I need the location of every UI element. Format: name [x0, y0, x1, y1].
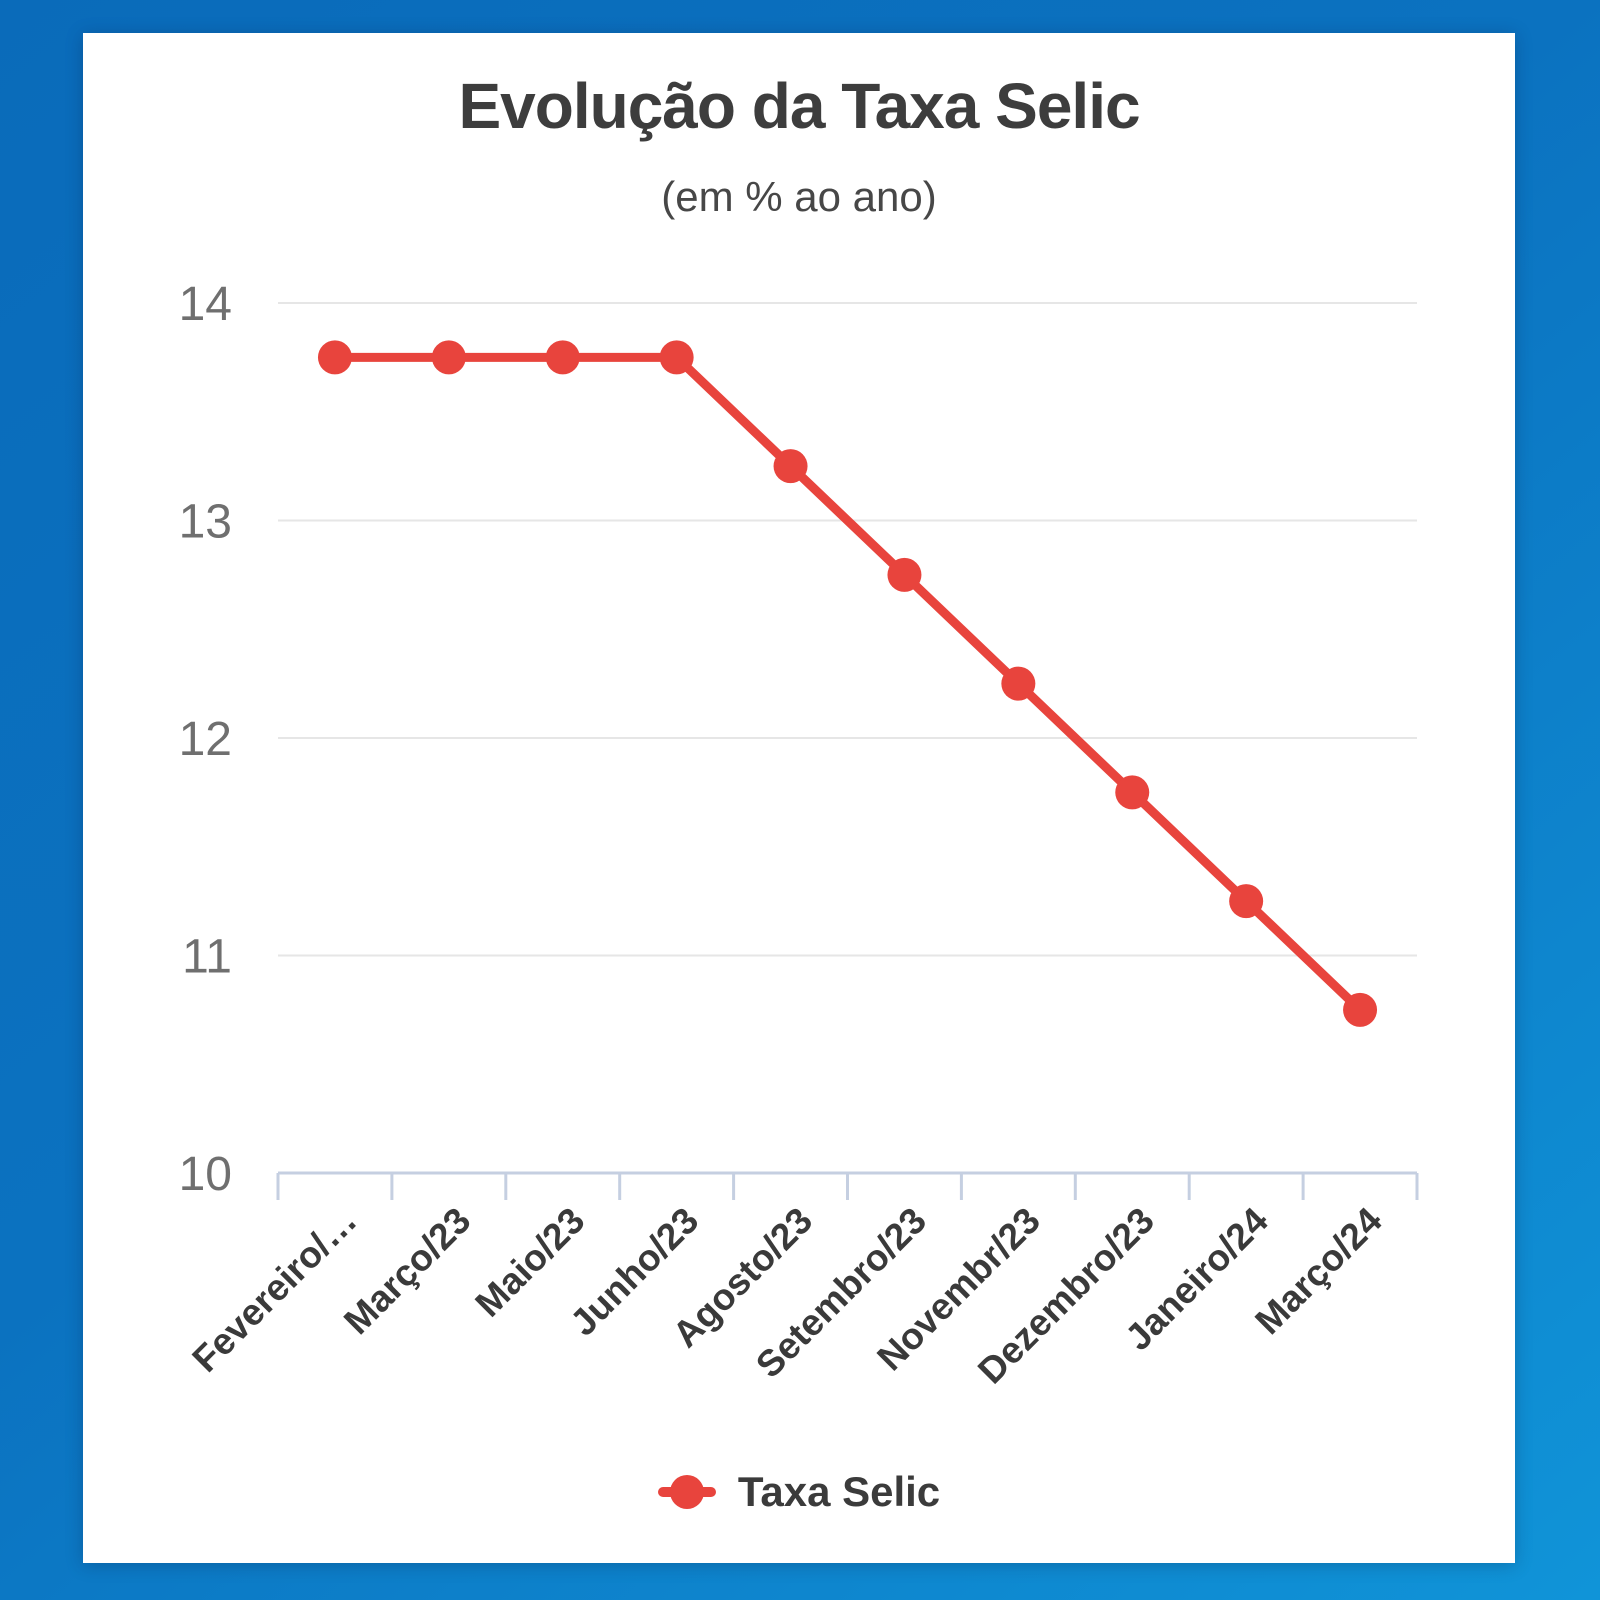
svg-text:Fevereiro/…: Fevereiro/… — [184, 1200, 364, 1380]
chart-card: Evolução da Taxa Selic (em % ao ano) 14 1… — [83, 33, 1515, 1563]
legend-item-taxa-selic[interactable]: Taxa Selic — [657, 1468, 941, 1515]
svg-text:14: 14 — [179, 278, 232, 331]
svg-text:13: 13 — [179, 496, 232, 549]
svg-text:10: 10 — [179, 1148, 232, 1201]
chart-subtitle: (em % ao ano) — [661, 173, 937, 220]
svg-text:Março/23: Março/23 — [336, 1200, 478, 1342]
line-point-marker-icon — [657, 1475, 716, 1509]
legend-label: Taxa Selic — [737, 1468, 941, 1515]
chart-legend: Taxa Selic — [83, 1471, 1515, 1513]
svg-text:12: 12 — [179, 713, 232, 766]
svg-text:Março/24: Março/24 — [1247, 1199, 1390, 1342]
chart-title: Evolução da Taxa Selic — [458, 70, 1140, 142]
selic-line-chart[interactable]: 1413121110Fevereiro/…Março/23Maio/23Junh… — [83, 33, 1515, 1563]
svg-text:11: 11 — [182, 931, 232, 984]
